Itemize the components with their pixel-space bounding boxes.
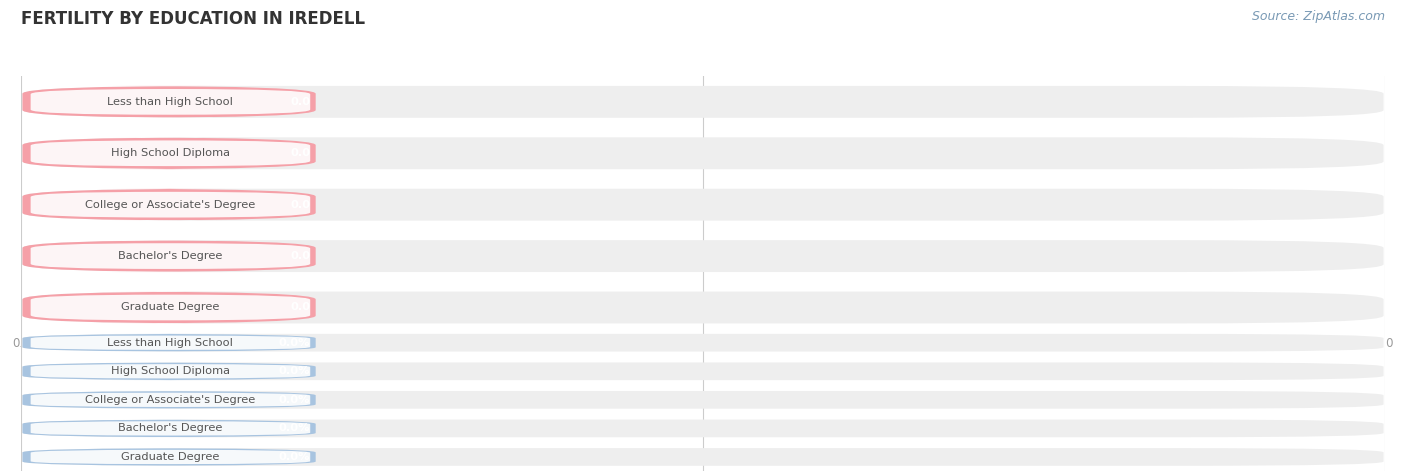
FancyBboxPatch shape	[22, 391, 1384, 409]
FancyBboxPatch shape	[22, 448, 316, 466]
Text: 0.0%: 0.0%	[278, 423, 311, 434]
Text: FERTILITY BY EDUCATION IN IREDELL: FERTILITY BY EDUCATION IN IREDELL	[21, 10, 366, 28]
FancyBboxPatch shape	[31, 140, 311, 166]
FancyBboxPatch shape	[31, 243, 311, 269]
FancyBboxPatch shape	[22, 240, 1384, 272]
FancyBboxPatch shape	[22, 240, 316, 272]
FancyBboxPatch shape	[31, 295, 311, 320]
FancyBboxPatch shape	[22, 86, 316, 118]
FancyBboxPatch shape	[22, 419, 316, 437]
Text: 0.0: 0.0	[290, 148, 311, 159]
Text: 0.0: 0.0	[290, 251, 311, 261]
FancyBboxPatch shape	[31, 450, 311, 464]
Text: College or Associate's Degree: College or Associate's Degree	[86, 395, 256, 405]
Text: Graduate Degree: Graduate Degree	[121, 302, 219, 313]
Text: 0.0: 0.0	[290, 199, 311, 210]
Text: 0.0: 0.0	[290, 97, 311, 107]
FancyBboxPatch shape	[22, 292, 316, 323]
Text: Source: ZipAtlas.com: Source: ZipAtlas.com	[1251, 10, 1385, 22]
FancyBboxPatch shape	[31, 393, 311, 407]
FancyBboxPatch shape	[22, 292, 1384, 323]
FancyBboxPatch shape	[22, 448, 1384, 466]
FancyBboxPatch shape	[31, 336, 311, 350]
FancyBboxPatch shape	[22, 419, 1384, 437]
FancyBboxPatch shape	[22, 334, 1384, 352]
Text: Less than High School: Less than High School	[107, 337, 233, 348]
Text: Graduate Degree: Graduate Degree	[121, 452, 219, 462]
Text: Bachelor's Degree: Bachelor's Degree	[118, 423, 222, 434]
FancyBboxPatch shape	[31, 421, 311, 436]
FancyBboxPatch shape	[31, 192, 311, 218]
Text: 0.0%: 0.0%	[278, 452, 311, 462]
FancyBboxPatch shape	[22, 189, 316, 220]
Text: 0.0: 0.0	[290, 302, 311, 313]
FancyBboxPatch shape	[22, 138, 1384, 169]
Text: Less than High School: Less than High School	[107, 97, 233, 107]
Text: Bachelor's Degree: Bachelor's Degree	[118, 251, 222, 261]
FancyBboxPatch shape	[22, 334, 316, 352]
FancyBboxPatch shape	[22, 138, 316, 169]
FancyBboxPatch shape	[31, 364, 311, 378]
FancyBboxPatch shape	[31, 89, 311, 115]
FancyBboxPatch shape	[22, 362, 1384, 380]
Text: High School Diploma: High School Diploma	[111, 366, 231, 377]
Text: 0.0%: 0.0%	[278, 337, 311, 348]
Text: High School Diploma: High School Diploma	[111, 148, 231, 159]
Text: College or Associate's Degree: College or Associate's Degree	[86, 199, 256, 210]
FancyBboxPatch shape	[22, 362, 316, 380]
FancyBboxPatch shape	[22, 391, 316, 409]
Text: 0.0%: 0.0%	[278, 366, 311, 377]
FancyBboxPatch shape	[22, 86, 1384, 118]
Text: 0.0%: 0.0%	[278, 395, 311, 405]
FancyBboxPatch shape	[22, 189, 1384, 220]
